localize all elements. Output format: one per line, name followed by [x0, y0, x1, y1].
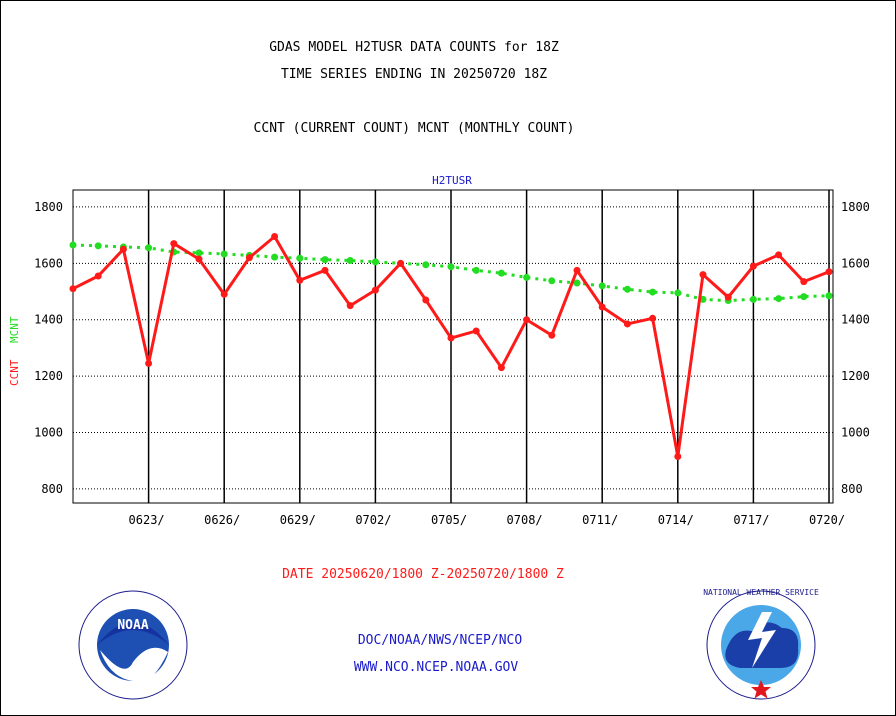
data-point-ccnt [699, 271, 707, 279]
y-tick-label-right: 1200 [841, 369, 870, 383]
data-point-mcnt [220, 250, 228, 258]
nws-logo-icon [706, 590, 816, 700]
website-link[interactable]: WWW.NCO.NCEP.NOAA.GOV [354, 660, 519, 675]
y-tick-label-left: 1000 [34, 426, 63, 440]
data-point-ccnt [523, 316, 531, 324]
data-point-mcnt [573, 279, 581, 287]
data-point-ccnt [649, 314, 657, 322]
x-tick-label: 0626/ [204, 513, 240, 527]
x-tick-label: 0629/ [280, 513, 316, 527]
data-point-ccnt [371, 286, 379, 294]
x-tick-label: 0720/ [809, 513, 845, 527]
org-path-text: DOC/NOAA/NWS/NCEP/NCO [358, 633, 523, 648]
x-tick-label: 0623/ [129, 513, 165, 527]
data-point-mcnt [623, 285, 631, 293]
data-point-ccnt [271, 233, 279, 241]
y-tick-label-left: 1800 [34, 200, 63, 214]
data-point-mcnt [497, 269, 505, 277]
data-point-ccnt [397, 259, 405, 267]
data-point-ccnt [775, 251, 783, 259]
data-point-mcnt [649, 288, 657, 296]
y-tick-label-right: 1800 [841, 200, 870, 214]
nws-logo-ring-text: NATIONAL WEATHER SERVICE [703, 588, 819, 597]
data-point-ccnt [749, 262, 757, 270]
data-point-mcnt [447, 263, 455, 271]
data-point-ccnt [94, 272, 102, 280]
y-tick-label-left: 1200 [34, 369, 63, 383]
y-tick-label-right: 1000 [841, 426, 870, 440]
y-tick-label-left: 800 [41, 482, 63, 496]
data-point-ccnt [346, 302, 354, 310]
data-point-mcnt [523, 273, 531, 281]
data-point-mcnt [598, 282, 606, 290]
x-tick-label: 0705/ [431, 513, 467, 527]
x-tick-label: 0717/ [733, 513, 769, 527]
data-point-ccnt [447, 334, 455, 342]
data-point-mcnt [800, 293, 808, 301]
data-point-ccnt [145, 359, 153, 367]
noaa-logo-icon: NOAA [78, 590, 188, 700]
data-point-mcnt [422, 261, 430, 269]
x-tick-label: 0702/ [355, 513, 391, 527]
chart-title-line1: GDAS MODEL H2TUSR DATA COUNTS for 18Z [269, 40, 559, 55]
data-point-ccnt [422, 296, 430, 304]
date-range-label: DATE 20250620/1800 Z-20250720/1800 Z [282, 567, 564, 582]
data-point-ccnt [800, 278, 808, 286]
data-point-mcnt [371, 258, 379, 266]
data-point-ccnt [724, 293, 732, 301]
data-point-ccnt [245, 254, 253, 262]
data-point-ccnt [69, 285, 77, 293]
data-point-ccnt [825, 268, 833, 276]
x-tick-label: 0714/ [658, 513, 694, 527]
data-point-ccnt [573, 266, 581, 274]
data-point-mcnt [749, 295, 757, 303]
y-axis-label-ccnt: CCNT [8, 359, 21, 386]
data-point-mcnt [296, 254, 304, 262]
data-point-mcnt [346, 256, 354, 264]
y-axis-label-mcnt: MCNT [8, 316, 21, 343]
panel-label: H2TUSR [432, 174, 472, 187]
chart-title-line2: TIME SERIES ENDING IN 20250720 18Z [281, 67, 547, 82]
data-point-mcnt [472, 266, 480, 274]
data-point-ccnt [497, 364, 505, 372]
data-point-ccnt [195, 255, 203, 263]
x-tick-label: 0711/ [582, 513, 618, 527]
data-point-ccnt [472, 327, 480, 335]
data-point-mcnt [271, 253, 279, 261]
plot-border [72, 189, 834, 504]
y-tick-label-right: 1400 [841, 313, 870, 327]
data-point-mcnt [195, 249, 203, 257]
data-point-ccnt [296, 276, 304, 284]
plot-area: 800 800 1000 1000 1200 1200 1400 1400 1600 1600 18… [34, 189, 870, 527]
data-point-mcnt [94, 242, 102, 250]
data-point-mcnt [69, 241, 77, 249]
data-point-ccnt [598, 303, 606, 311]
noaa-logo-text: NOAA [117, 618, 148, 633]
data-point-ccnt [623, 320, 631, 328]
data-point-mcnt [321, 256, 329, 264]
data-point-mcnt [145, 244, 153, 252]
x-tick-label: 0708/ [507, 513, 543, 527]
y-tick-label-left: 1400 [34, 313, 63, 327]
data-point-mcnt [825, 292, 833, 300]
y-tick-label-right: 1600 [841, 256, 870, 270]
data-point-mcnt [548, 277, 556, 285]
data-point-ccnt [119, 245, 127, 253]
data-point-ccnt [548, 331, 556, 339]
data-point-ccnt [170, 240, 178, 248]
y-tick-label-left: 1600 [34, 256, 63, 270]
data-point-ccnt [321, 266, 329, 274]
data-point-ccnt [674, 452, 682, 460]
data-point-ccnt [220, 290, 228, 298]
data-point-mcnt [674, 289, 682, 297]
chart-subtitle: CCNT (CURRENT COUNT) MCNT (MONTHLY COUNT… [254, 121, 575, 136]
y-tick-label-right: 800 [841, 482, 863, 496]
data-point-mcnt [775, 295, 783, 303]
